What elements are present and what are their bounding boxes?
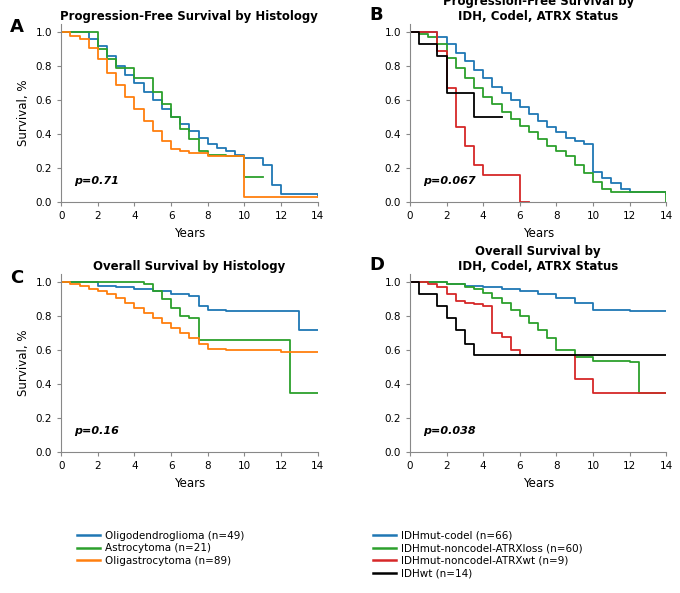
X-axis label: Years: Years (522, 477, 554, 490)
Title: Overall Survival by
IDH, Codel, ATRX Status: Overall Survival by IDH, Codel, ATRX Sta… (458, 245, 618, 273)
Y-axis label: Survival, %: Survival, % (17, 330, 30, 396)
Text: A: A (10, 18, 24, 36)
Text: p=0.16: p=0.16 (74, 426, 119, 436)
Y-axis label: Survival, %: Survival, % (17, 79, 30, 146)
X-axis label: Years: Years (522, 227, 554, 240)
Text: p=0.038: p=0.038 (423, 426, 475, 436)
Text: B: B (369, 6, 383, 24)
Text: C: C (10, 269, 23, 286)
Text: D: D (369, 256, 384, 274)
Title: Progression-Free Survival by
IDH, Codel, ATRX Status: Progression-Free Survival by IDH, Codel,… (443, 0, 634, 23)
Title: Progression-Free Survival by Histology: Progression-Free Survival by Histology (61, 9, 318, 23)
X-axis label: Years: Years (174, 227, 205, 240)
Text: p=0.067: p=0.067 (423, 176, 475, 186)
Title: Overall Survival by Histology: Overall Survival by Histology (93, 260, 286, 273)
Text: p=0.71: p=0.71 (74, 176, 119, 186)
Legend: IDHmut-codel (n=66), IDHmut-noncodel-ATRXloss (n=60), IDHmut-noncodel-ATRXwt (n=: IDHmut-codel (n=66), IDHmut-noncodel-ATR… (369, 527, 587, 582)
X-axis label: Years: Years (174, 477, 205, 490)
